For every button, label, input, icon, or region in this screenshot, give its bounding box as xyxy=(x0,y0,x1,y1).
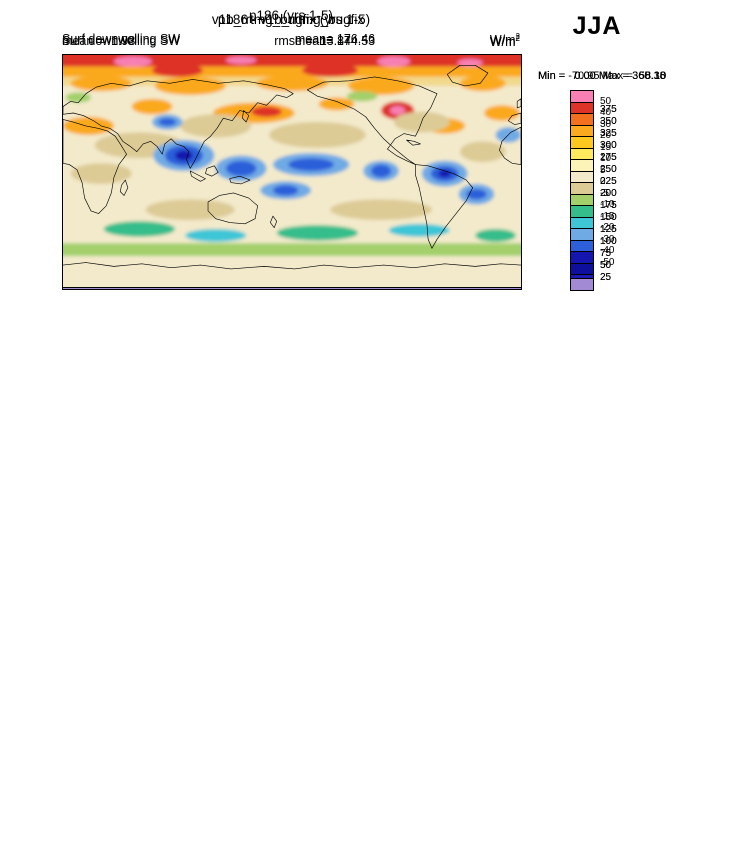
mean-stat: mean = 1.93 xyxy=(62,34,136,48)
colorbar-box xyxy=(570,278,594,291)
variable-label: Surf downwelling SW xyxy=(62,34,181,48)
colorbar-tick-label: 375 xyxy=(600,104,617,115)
panel-difference: p186 - v1b_rrtmg_bugfix mean = 1.93 rmse… xyxy=(0,0,732,290)
colorbar-box xyxy=(570,113,594,125)
colorbar-box xyxy=(570,239,594,251)
colorbar-box xyxy=(570,228,594,240)
colorbar: 50 40 30 20 15 10 5 0 -5 -10 -15 -20 -30 -40 -50 xyxy=(570,90,614,275)
colorbar-box xyxy=(570,136,594,148)
colorbar-tick-label: 50 xyxy=(600,95,612,107)
colorbar-tick-label: -15 xyxy=(600,210,615,222)
colorbar-box xyxy=(570,170,594,182)
colorbar-tick-label: 200 xyxy=(600,188,617,199)
colorbar-tick-label: 175 xyxy=(600,200,617,211)
colorbar-box xyxy=(570,124,594,136)
colorbar-tick-label: 275 xyxy=(600,152,617,163)
colorbar-tick-label: 350 xyxy=(600,116,617,127)
colorbar-tick-label: 30 xyxy=(600,118,612,130)
colorbar-tick-label: -10 xyxy=(600,199,615,210)
colorbar-box xyxy=(570,159,594,171)
colorbar-tick-label: 325 xyxy=(600,128,617,139)
colorbar-box xyxy=(570,216,594,228)
colorbar-tick-label: 300 xyxy=(600,140,617,151)
colorbar-tick-label: 100 xyxy=(600,236,617,247)
colorbar-box xyxy=(570,182,594,194)
colorbar-tick-label: 100 xyxy=(600,236,617,247)
map-canvas-difference xyxy=(62,54,522,288)
colorbar-tick-label: -5 xyxy=(600,187,609,199)
mean-stat: mean= 174.53 xyxy=(294,34,376,48)
colorbar-tick-label: 50 xyxy=(600,260,612,271)
colorbar-tick-label: 350 xyxy=(600,116,617,127)
colorbar-box xyxy=(570,90,594,102)
units-label: W/m2 xyxy=(490,34,520,49)
colorbar-tick-label: 250 xyxy=(600,164,617,175)
colorbar-box xyxy=(570,147,594,159)
units-exponent: 2 xyxy=(515,34,520,43)
colorbar-box xyxy=(570,101,594,113)
colorbar-tick-label: 125 xyxy=(600,224,617,235)
colorbar-tick-label: 375 xyxy=(600,104,617,115)
stats-row: Surf downwelling SW mean= 174.53 W/m2 xyxy=(62,34,520,49)
colorbar-tick-label: -40 xyxy=(600,245,615,256)
colorbar-tick-label: 15 xyxy=(600,141,612,153)
colorbar-tick-label: -30 xyxy=(600,233,615,245)
panel-title: p186 - v1b_rrtmg_bugfix xyxy=(217,12,365,27)
colorbar-tick-label: 250 xyxy=(600,164,617,175)
colorbar-tick-label: 150 xyxy=(600,212,617,223)
minmax-label: Min = 0.00 Max = 365.36 xyxy=(538,70,666,82)
stats-row: mean = 1.93 rmse = 13.84 W/m2 xyxy=(62,34,520,49)
legend-column: Min = -70.95 Max = 58.10 50 40 30 20 15 10 5 0-… xyxy=(538,70,728,275)
colorbar-tick-label: 275 xyxy=(600,152,617,163)
units-label: W/m2 xyxy=(490,34,520,49)
colorbar-tick-label: 225 xyxy=(600,176,617,187)
colorbar-box xyxy=(570,205,594,217)
coastlines xyxy=(63,64,521,270)
minmax-label: Min = -70.95 Max = 58.10 xyxy=(538,70,667,82)
colorbar-tick-label: 125 xyxy=(600,224,617,235)
units-base: W/m xyxy=(489,33,516,48)
units-base: W/m xyxy=(489,35,516,50)
colorbar-tick-label: 300 xyxy=(600,140,617,151)
colorbar-tick-label: 25 xyxy=(600,272,612,283)
colorbar-box xyxy=(570,251,594,263)
colorbar-tick-label: 75 xyxy=(600,248,612,259)
colorbar-tick-label: 75 xyxy=(600,248,612,259)
colorbar-tick-label: -20 xyxy=(600,222,615,233)
season-label: JJA xyxy=(572,12,622,40)
colorbar-tick-label: 225 xyxy=(600,176,617,187)
panel-title: p186 (yrs 1-5) xyxy=(248,8,334,23)
colorbar-tick-label: 200 xyxy=(600,188,617,199)
mean-stat: mean= 176.46 xyxy=(294,32,376,46)
colorbar-tick-label: 5 xyxy=(600,164,606,176)
units-label: W/m2 xyxy=(490,32,520,47)
colorbar-box xyxy=(570,262,594,275)
colorbar-tick-label: 325 xyxy=(600,128,617,139)
panel-title: v1b_rrtmg_bugfix (yrs 1-5) xyxy=(211,12,371,27)
minmax-label: Min = 0.00 Max = 360.18 xyxy=(538,70,666,82)
contour-field xyxy=(63,55,521,287)
colorbar-tick-label: 150 xyxy=(600,212,617,223)
colorbar-tick-label: 20 xyxy=(600,130,612,141)
units-exponent: 2 xyxy=(515,32,520,41)
colorbar-tick-label: -50 xyxy=(600,256,615,268)
units-base: W/m xyxy=(489,35,516,50)
colorbar-tick-label: 50 xyxy=(600,260,612,271)
stats-row: Surf downwelling SW mean= 176.46 W/m2 xyxy=(62,32,520,47)
colorbar-tick-label: 40 xyxy=(600,107,612,118)
colorbar-tick-label: 0 xyxy=(600,176,606,187)
colorbar-tick-label: 10 xyxy=(600,153,612,164)
colorbar-tick-label: 25 xyxy=(600,272,612,283)
rmse-stat: rmse = 13.84 xyxy=(274,34,351,48)
variable-label: Surf downwelling SW xyxy=(62,32,181,46)
units-exponent: 2 xyxy=(515,34,520,43)
colorbar-box xyxy=(570,193,594,205)
colorbar-tick-label: 175 xyxy=(600,200,617,211)
